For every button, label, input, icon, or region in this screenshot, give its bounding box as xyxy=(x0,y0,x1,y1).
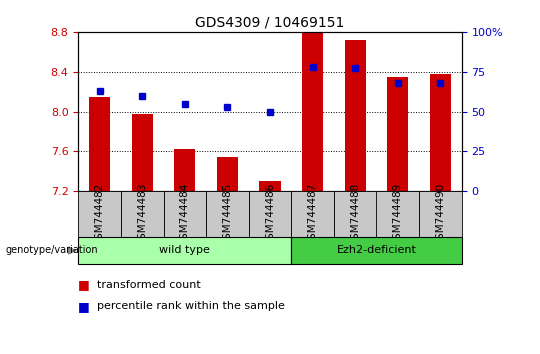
Bar xyxy=(291,237,462,264)
Text: GSM744485: GSM744485 xyxy=(222,182,232,246)
Bar xyxy=(174,149,195,191)
Bar xyxy=(78,191,121,237)
Bar xyxy=(302,32,323,191)
Bar xyxy=(206,191,249,237)
Text: GSM744487: GSM744487 xyxy=(308,182,318,246)
Text: GSM744484: GSM744484 xyxy=(180,182,190,246)
Bar xyxy=(78,237,291,264)
Bar xyxy=(164,191,206,237)
Text: Ezh2-deficient: Ezh2-deficient xyxy=(336,245,416,256)
Text: GSM744490: GSM744490 xyxy=(435,183,445,246)
Bar xyxy=(291,191,334,237)
Text: wild type: wild type xyxy=(159,245,210,256)
Bar xyxy=(249,191,291,237)
Bar xyxy=(334,191,376,237)
Text: GSM744482: GSM744482 xyxy=(94,182,105,246)
Title: GDS4309 / 10469151: GDS4309 / 10469151 xyxy=(195,15,345,29)
Bar xyxy=(387,77,408,191)
Bar xyxy=(430,74,451,191)
Bar xyxy=(419,191,462,237)
Bar xyxy=(345,40,366,191)
Bar xyxy=(376,191,419,237)
Bar xyxy=(259,181,281,191)
Text: ■: ■ xyxy=(78,300,90,313)
Bar xyxy=(121,191,164,237)
Bar xyxy=(217,157,238,191)
Text: GSM744486: GSM744486 xyxy=(265,182,275,246)
Bar xyxy=(132,114,153,191)
Text: ■: ■ xyxy=(78,279,90,291)
Text: genotype/variation: genotype/variation xyxy=(5,245,98,256)
Text: percentile rank within the sample: percentile rank within the sample xyxy=(97,301,285,311)
Text: GSM744483: GSM744483 xyxy=(137,182,147,246)
Text: GSM744488: GSM744488 xyxy=(350,182,360,246)
Text: transformed count: transformed count xyxy=(97,280,201,290)
Text: GSM744489: GSM744489 xyxy=(393,182,403,246)
Bar xyxy=(89,97,110,191)
